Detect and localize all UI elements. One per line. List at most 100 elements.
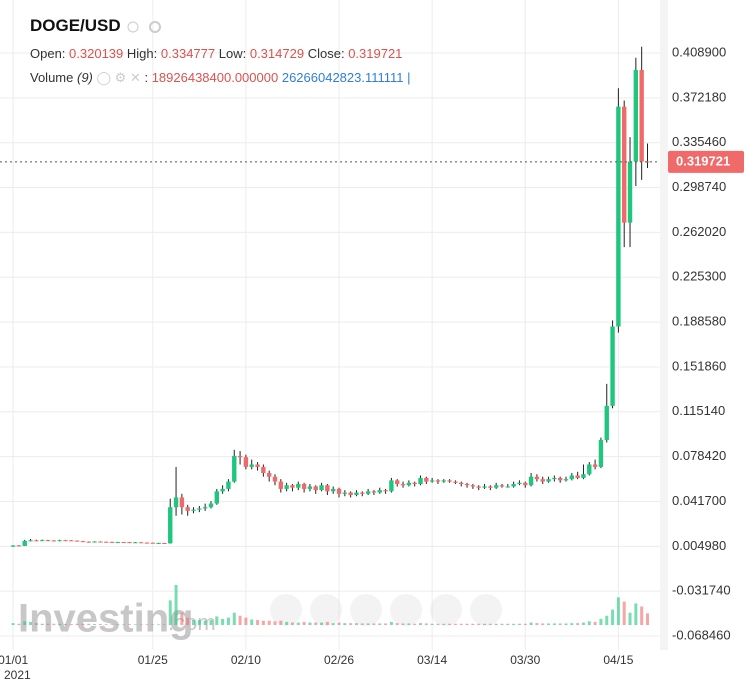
nav-button[interactable] <box>270 594 302 626</box>
volume-bar <box>285 621 289 625</box>
candle-body <box>429 480 435 482</box>
volume-icons: ◯ ⚙ ✕ <box>96 70 141 85</box>
y-tick-label: 0.262020 <box>672 224 726 239</box>
volume-bar <box>331 623 335 625</box>
volume-bar <box>500 623 504 625</box>
volume-bar <box>354 623 358 625</box>
y-tick-label: 0.335460 <box>672 134 726 149</box>
volume-bar <box>523 623 527 625</box>
y-tick-label: 0.372180 <box>672 89 726 104</box>
candle-body <box>156 543 161 545</box>
candle-body <box>424 477 429 482</box>
candle-body <box>197 508 202 510</box>
candle-body <box>138 542 144 544</box>
candle-body <box>453 481 458 483</box>
volume-bar <box>308 622 312 625</box>
low-label: Low: <box>218 46 247 61</box>
x-tick-label: 04/15 <box>603 653 633 667</box>
volume-bar <box>325 621 329 625</box>
candle-body <box>470 485 476 487</box>
volume-bar <box>576 623 580 625</box>
candle-body <box>220 488 225 492</box>
volume-bar <box>256 620 260 625</box>
high-label: High: <box>126 46 158 61</box>
candle-body <box>301 484 307 489</box>
x-tick-label: 01/01 <box>0 653 28 667</box>
candle-body <box>459 482 464 485</box>
candle-body <box>563 479 569 481</box>
nav-button[interactable] <box>350 594 382 626</box>
candle-body <box>162 543 167 545</box>
nav-button[interactable] <box>470 594 502 626</box>
volume-bar <box>290 622 294 625</box>
open-value: 0.320139 <box>69 46 124 61</box>
volume-bar <box>430 623 434 625</box>
gear-icon[interactable] <box>149 20 162 33</box>
volume-bar <box>174 585 178 625</box>
volume-bar <box>506 623 510 625</box>
volume-bar <box>413 623 417 625</box>
candle-body <box>249 464 254 467</box>
volume-bar <box>168 600 172 625</box>
nav-button[interactable] <box>310 594 342 626</box>
volume-bar <box>378 623 382 625</box>
volume-bar <box>395 623 399 625</box>
candle-body <box>435 480 441 482</box>
candle-body <box>441 480 446 482</box>
candle-body <box>331 488 336 492</box>
volume-bar <box>52 623 56 625</box>
volume-bar <box>23 621 27 625</box>
candle-body <box>150 542 155 544</box>
y-tick-label: 0.151860 <box>672 358 726 373</box>
volume-bar <box>192 620 196 625</box>
volume-bar <box>419 623 423 625</box>
volume-bar <box>349 623 353 625</box>
candle-body <box>540 479 545 482</box>
candle-body <box>173 497 179 508</box>
candle-body <box>610 326 615 406</box>
volume-bar <box>58 623 62 625</box>
candle-body <box>499 485 505 487</box>
candle-body <box>406 482 412 486</box>
candle-body <box>127 542 132 544</box>
candle-body <box>598 440 604 467</box>
last-price-label: 0.319721 <box>676 153 730 168</box>
eye-icon[interactable] <box>127 21 139 33</box>
nav-button[interactable] <box>390 594 422 626</box>
volume-bar <box>436 623 440 625</box>
volume-bar <box>75 623 79 625</box>
volume-bar <box>628 612 632 625</box>
candle-body <box>191 509 196 511</box>
candle-body <box>214 491 219 504</box>
candle-body <box>557 477 563 481</box>
candle-body <box>354 492 359 496</box>
candle-body <box>243 457 249 467</box>
volume-bar <box>250 619 254 625</box>
candle-body <box>319 485 324 491</box>
volume-bar <box>29 621 33 625</box>
volume-bar <box>477 623 481 625</box>
volume-period: (9) <box>77 70 93 85</box>
volume-bar <box>360 623 364 625</box>
volume-bar <box>529 622 533 625</box>
candle-body <box>80 541 86 543</box>
candle-body <box>290 485 295 488</box>
candle-body <box>511 484 516 487</box>
volume-bar <box>337 622 341 625</box>
nav-buttons <box>270 594 502 626</box>
nav-button[interactable] <box>430 594 462 626</box>
candle-body <box>232 455 237 482</box>
candle-body <box>278 481 284 489</box>
candle-body <box>505 486 511 488</box>
volume-bar <box>424 623 428 625</box>
candle-body <box>115 542 121 544</box>
volume-bar <box>512 623 516 625</box>
y-tick-label: 0.078420 <box>672 448 726 463</box>
candle-body <box>336 488 342 494</box>
candle-body <box>92 541 97 543</box>
candle-body <box>325 485 330 492</box>
candle-body <box>645 161 650 163</box>
volume-bar <box>104 624 108 625</box>
volume-bar <box>98 624 102 625</box>
